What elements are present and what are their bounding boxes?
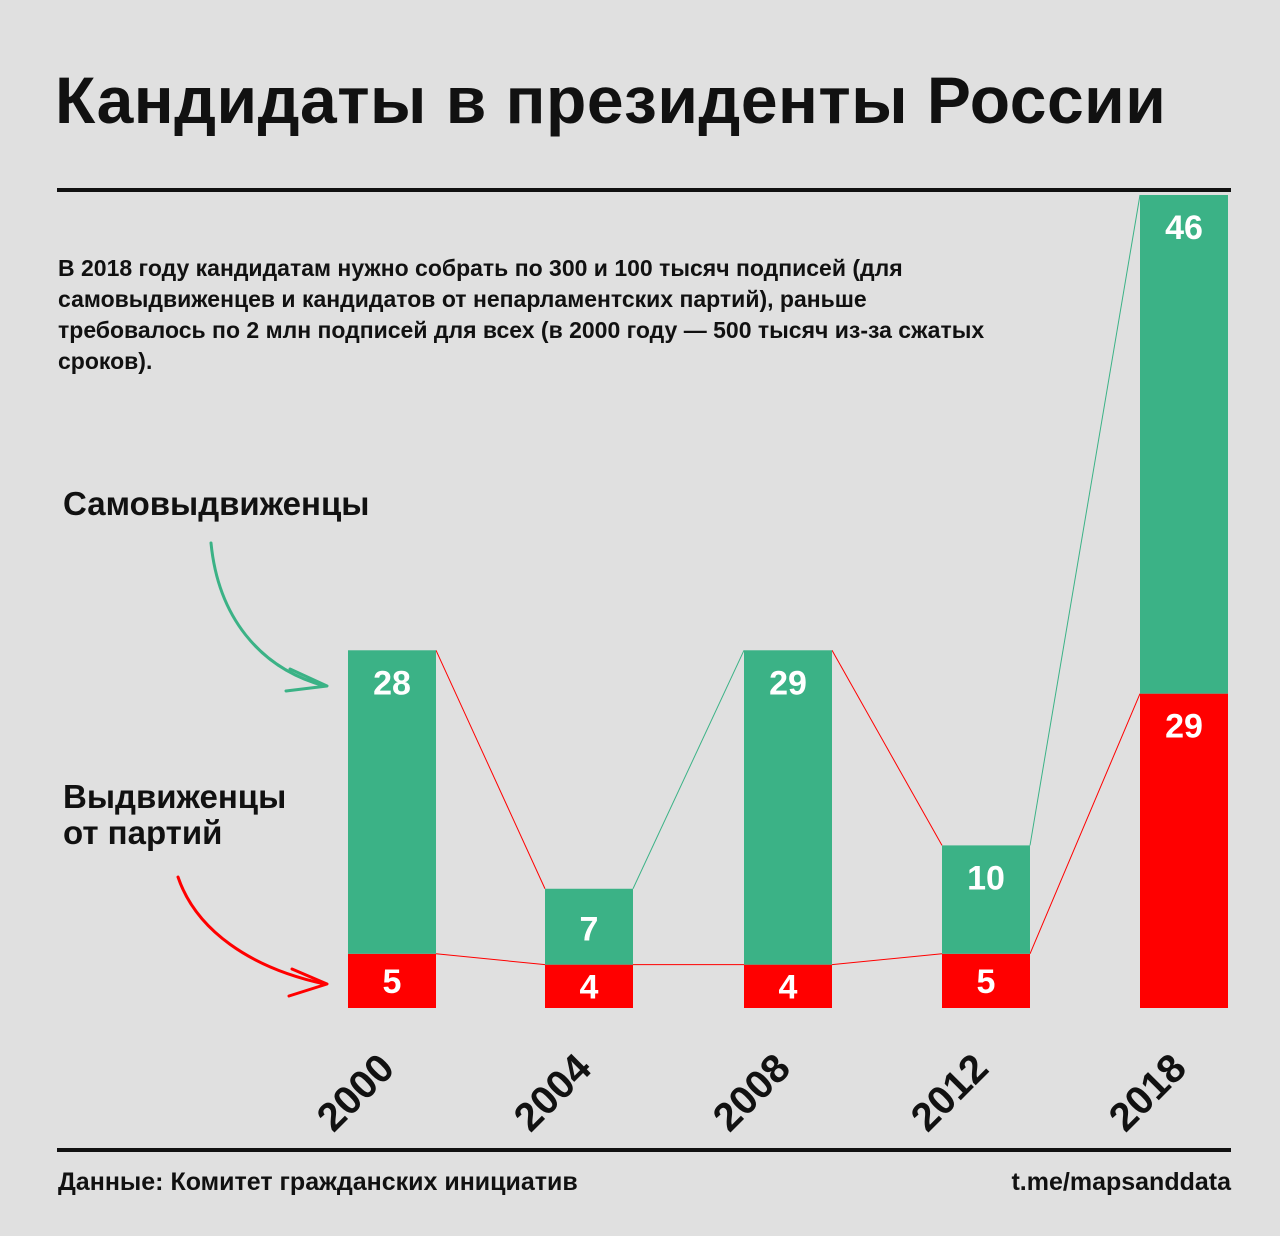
label-party-2004: 4 xyxy=(580,968,599,1006)
bar-party-2008 xyxy=(744,964,832,1008)
x-tick-2000: 2000 xyxy=(309,1046,403,1140)
footer-divider xyxy=(57,1148,1231,1152)
legend-self-nominated-arrow xyxy=(209,541,327,688)
legend-party-line-1: Выдвиженцы xyxy=(63,778,286,815)
x-tick-2004: 2004 xyxy=(506,1045,601,1140)
bar-self-2004 xyxy=(545,888,633,965)
label-self-2000: 28 xyxy=(373,664,411,702)
x-tick-2008: 2008 xyxy=(705,1046,799,1140)
connector-party-2012-2018 xyxy=(1029,693,1141,954)
bar-self-2008 xyxy=(744,650,832,965)
label-self-2008: 29 xyxy=(769,664,807,702)
connector-self-2004-2008 xyxy=(632,650,745,889)
bars xyxy=(348,195,1228,1008)
credit-link[interactable]: t.me/mapsanddata xyxy=(1011,1168,1231,1196)
data-source: Данные: Комитет гражданских инициатив xyxy=(58,1168,578,1196)
legend-self-nominated: Самовыдвиженцы xyxy=(63,485,369,693)
legend-party-nominated-arrowhead xyxy=(287,967,329,998)
bar-party-2018 xyxy=(1140,693,1228,1008)
legend-party-line-2: от партий xyxy=(63,814,222,851)
bar-self-2018 xyxy=(1140,195,1228,694)
x-axis-labels: 2000 2004 2008 2012 2018 xyxy=(309,1045,1195,1140)
connector-party-2008-2012 xyxy=(831,953,943,966)
label-party-2018: 29 xyxy=(1165,708,1203,746)
x-tick-2018: 2018 xyxy=(1101,1046,1195,1140)
connector-self-2012-2018 xyxy=(1029,194,1141,846)
legend-self-nominated-label: Самовыдвиженцы xyxy=(63,485,369,522)
title-divider xyxy=(57,188,1231,192)
bar-party-2012 xyxy=(942,953,1030,1008)
connector-party-2000-2004 xyxy=(435,953,546,966)
connector-lines xyxy=(435,194,1141,966)
bar-self-2012 xyxy=(942,845,1030,954)
label-party-2000: 5 xyxy=(383,963,402,1001)
value-labels: 28 5 7 4 29 4 10 5 46 29 xyxy=(373,209,1203,1006)
legend-party-nominated-arrow xyxy=(176,875,327,986)
connector-self-2000-2004 xyxy=(435,650,546,889)
label-self-2004: 7 xyxy=(580,911,599,949)
legend-party-nominated: Выдвиженцы от партий xyxy=(63,778,329,998)
label-self-2012: 10 xyxy=(967,859,1005,897)
bar-self-2000 xyxy=(348,650,436,954)
bar-party-2004 xyxy=(545,964,633,1008)
page-title: Кандидаты в президенты России xyxy=(55,63,1167,137)
chart-description: В 2018 году кандидатам нужно собрать по … xyxy=(58,255,985,374)
connector-self-2008-2012 xyxy=(831,650,943,846)
label-party-2008: 4 xyxy=(779,968,798,1006)
x-tick-2012: 2012 xyxy=(903,1046,997,1140)
label-self-2018: 46 xyxy=(1165,209,1203,247)
bar-party-2000 xyxy=(348,953,436,1008)
legend-party-nominated-label: Выдвиженцы от партий xyxy=(63,778,295,851)
label-party-2012: 5 xyxy=(977,963,996,1001)
legend-self-nominated-arrowhead xyxy=(284,667,329,693)
